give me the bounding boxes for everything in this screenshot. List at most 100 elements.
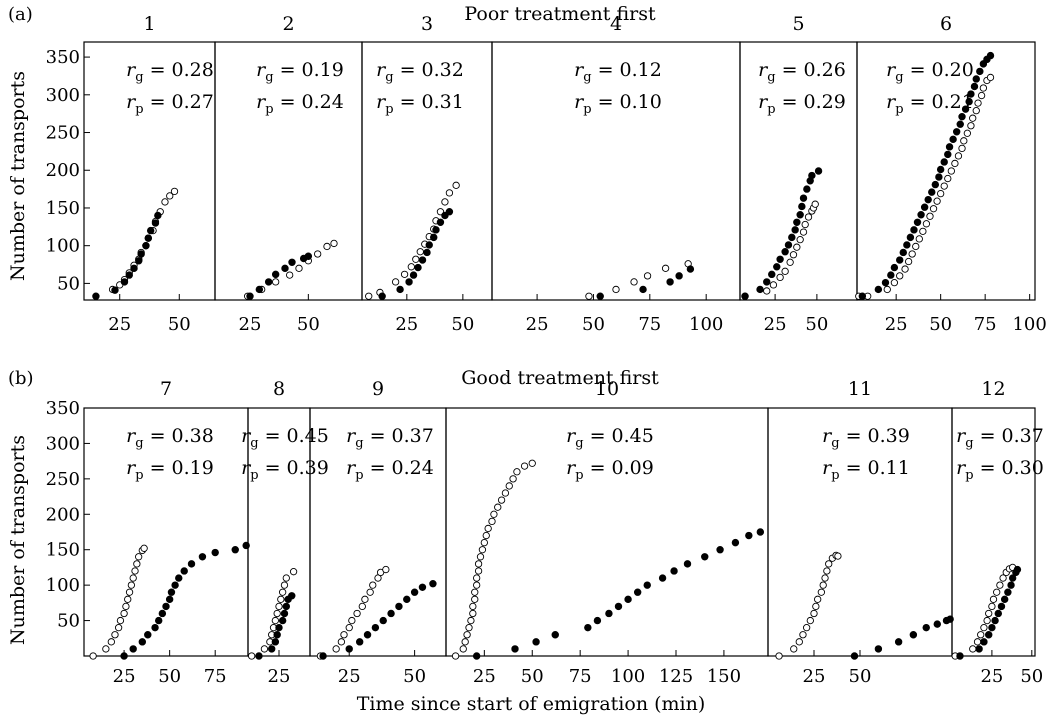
open-point — [812, 602, 820, 611]
filled-point — [120, 278, 129, 286]
open-point — [382, 565, 390, 574]
open-point — [612, 285, 620, 294]
y-tick-label: 250 — [46, 469, 80, 490]
filled-point — [129, 645, 137, 653]
filled-point — [917, 211, 925, 219]
panel-frame — [951, 407, 1036, 657]
filled-point — [180, 567, 188, 575]
filled-point — [409, 271, 418, 279]
filled-point — [1008, 574, 1017, 582]
filled-point — [288, 592, 296, 600]
y-tick-label: 50 — [57, 611, 80, 632]
x-tick-label: 50 — [849, 666, 872, 687]
open-point — [127, 581, 136, 589]
filled-point — [741, 292, 749, 300]
x-tick-label: 25 — [980, 666, 1003, 687]
open-point — [763, 287, 771, 295]
open-point — [908, 250, 916, 258]
filled-point — [355, 638, 364, 646]
open-point — [520, 462, 529, 470]
y-tick-label: 150 — [46, 540, 80, 561]
filled-point — [633, 588, 642, 596]
open-point — [166, 192, 174, 200]
filled-point — [231, 546, 239, 554]
open-point — [977, 631, 985, 639]
panel-11: 11 25 50 rg = 0.39 rp = 0.11 — [767, 378, 954, 687]
filled-point — [658, 574, 667, 582]
open-point — [904, 257, 913, 266]
filled-point — [405, 278, 413, 286]
open-point — [102, 645, 110, 653]
open-point — [482, 531, 490, 540]
filled-point — [985, 631, 993, 639]
open-point — [926, 212, 934, 220]
x-tick-label: 50 — [403, 666, 426, 687]
panel-10: 10 25 50 75 100 125 150 rg = 0.45 rp = 0.09 — [445, 378, 769, 687]
rg-value: rg = 0.20 — [886, 59, 974, 85]
panel-4: 4 25 50 75 100 rg = 0.12 rp = 0.10 — [491, 13, 741, 335]
filled-point — [92, 292, 100, 300]
filled-point — [980, 638, 988, 646]
x-tick-label: 75 — [204, 666, 227, 687]
rp-value: rp = 0.24 — [346, 457, 434, 483]
open-point — [817, 588, 826, 596]
open-point — [513, 468, 521, 476]
filled-point — [899, 248, 907, 257]
filled-point — [945, 143, 954, 151]
rp-value: rp = 0.10 — [574, 91, 662, 117]
filled-point — [275, 623, 283, 632]
filled-point — [138, 638, 147, 646]
open-point — [821, 574, 829, 582]
filled-point — [881, 278, 890, 287]
x-tick-label: 25 — [239, 314, 262, 335]
x-tick-label: 50 — [582, 314, 605, 335]
open-point — [993, 588, 1001, 596]
rg-value: rg = 0.12 — [574, 59, 662, 85]
filled-point — [686, 265, 695, 273]
filled-point — [666, 278, 674, 286]
y-tick-label: 300 — [46, 433, 80, 454]
open-point — [361, 595, 369, 603]
open-point — [834, 552, 842, 560]
open-point — [819, 581, 827, 589]
filled-point — [798, 202, 806, 211]
open-point — [278, 588, 287, 596]
x-tick-label: 25 — [268, 666, 291, 687]
open-point — [937, 189, 945, 198]
row-title: Poor treatment first — [464, 3, 656, 25]
filled-point — [288, 258, 296, 266]
open-point — [459, 645, 467, 653]
filled-point — [111, 286, 119, 294]
filled-point — [639, 285, 647, 294]
filled-point — [423, 248, 431, 257]
filled-point — [403, 595, 411, 604]
open-point — [111, 631, 119, 639]
open-point — [122, 602, 130, 611]
filled-point — [135, 257, 143, 265]
filled-point — [146, 226, 155, 235]
open-point — [630, 278, 638, 286]
filled-point — [924, 195, 932, 204]
open-point — [465, 624, 473, 632]
panel-6: 6 25 50 75 100 rg = 0.20 rp = 0.21 — [855, 13, 1047, 335]
panel-label: 5 — [792, 13, 804, 35]
row-letter: (a) — [8, 4, 33, 25]
open-point — [811, 200, 819, 208]
open-point — [451, 652, 460, 660]
panel-label: 3 — [421, 13, 433, 35]
open-point — [801, 220, 809, 229]
y-tick-label: 150 — [46, 198, 80, 219]
open-point — [471, 588, 479, 596]
rp-value: rp = 0.21 — [886, 91, 974, 117]
open-point — [969, 114, 977, 122]
open-point — [89, 652, 97, 660]
filled-point — [814, 167, 823, 175]
panel-label: 1 — [143, 13, 155, 35]
x-tick-label: 25 — [764, 314, 787, 335]
filled-point — [430, 233, 438, 242]
x-tick-label: 50 — [451, 314, 474, 335]
filled-point — [120, 652, 128, 660]
open-point — [295, 264, 303, 272]
filled-point — [281, 264, 289, 273]
x-tick-label: 25 — [473, 666, 496, 687]
